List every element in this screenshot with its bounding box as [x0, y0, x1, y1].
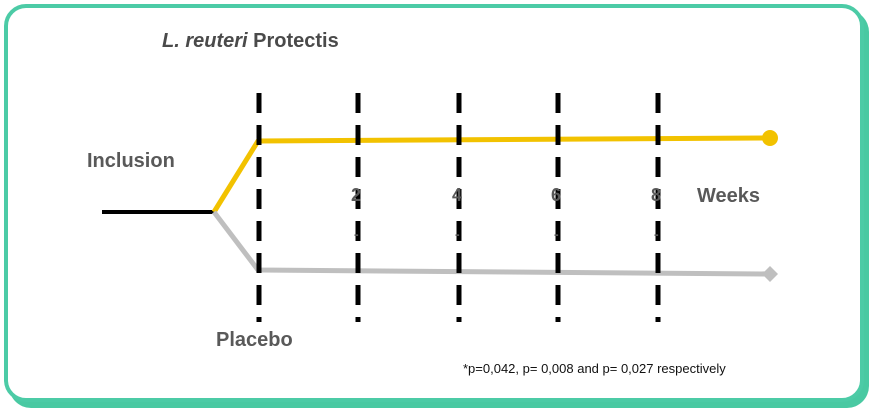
- week-tick-mark: -: [554, 226, 559, 242]
- week-tick-label: 4: [452, 185, 463, 205]
- title-strain: Protectis: [247, 30, 339, 52]
- title-species: L. reuteri: [162, 30, 248, 52]
- footnote: *p=0,042, p= 0,008 and p= 0,027 respecti…: [463, 361, 726, 376]
- week-tick-label: 8: [651, 185, 662, 205]
- weeks-label: Weeks: [697, 185, 761, 207]
- diagram-card: [4, 4, 864, 402]
- placebo-arm-endpoint: [762, 266, 778, 282]
- week-tick-mark: -: [455, 226, 460, 242]
- treatment-arm-line: [211, 135, 771, 214]
- inclusion-label: Inclusion: [87, 150, 175, 172]
- placebo-arm-line: [212, 210, 771, 277]
- placebo-label: Placebo: [216, 329, 293, 351]
- treatment-arm-endpoint: [762, 130, 778, 146]
- week-tick-mark: -: [654, 226, 659, 242]
- diagram-title: L. reuteri Protectis: [162, 30, 339, 53]
- week-tick-mark: -: [354, 226, 359, 242]
- week-tick-label: 2: [351, 185, 362, 205]
- week-tick-label: 6: [551, 185, 562, 205]
